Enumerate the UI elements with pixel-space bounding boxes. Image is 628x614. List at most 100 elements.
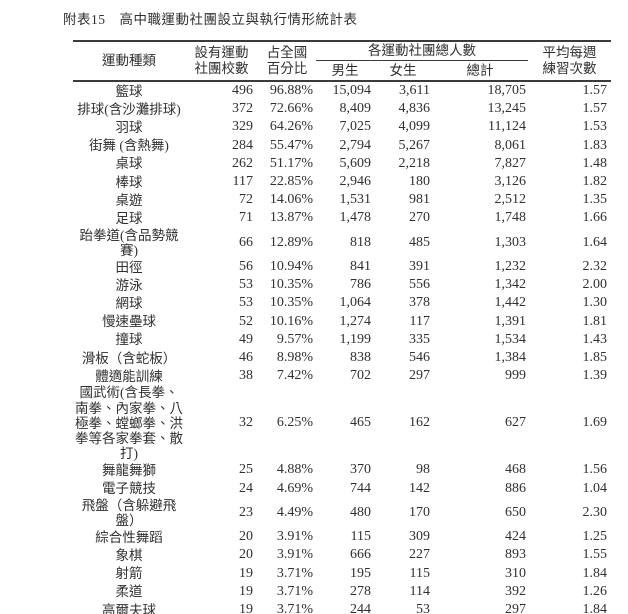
practice-freq-cell: 1.82 xyxy=(582,174,608,190)
table-row: 籃球 496 96.88% 15,094 3,611 18,705 1.57 xyxy=(73,81,611,100)
percentage-cell: 12.89% xyxy=(269,234,313,250)
total-count-cell: 8,061 xyxy=(494,137,527,153)
table-row: 慢速壘球 52 10.16% 1,274 117 1,391 1.81 xyxy=(73,313,611,331)
schools-count-cell: 496 xyxy=(232,83,253,98)
schools-count-cell: 32 xyxy=(239,415,253,431)
header-sport-type: 運動種類 xyxy=(73,41,185,82)
schools-count-cell: 53 xyxy=(239,277,253,293)
percentage-cell: 9.57% xyxy=(276,331,313,347)
percentage-cell: 72.66% xyxy=(269,101,313,117)
percentage-cell: 7.42% xyxy=(276,368,313,384)
male-count-cell: 465 xyxy=(350,415,371,431)
sport-name-cell: 羽球 xyxy=(115,119,143,135)
total-count-cell: 3,126 xyxy=(494,174,527,190)
header-national-percentage: 占全國 百分比 xyxy=(258,41,316,82)
table-row: 飛盤（含躲避飛 盤） 23 4.49% 480 170 650 2.30 xyxy=(73,498,611,528)
schools-count-cell: 53 xyxy=(239,295,253,311)
practice-freq-cell: 1.26 xyxy=(582,583,608,599)
total-count-cell: 18,705 xyxy=(487,83,527,98)
schools-count-cell: 20 xyxy=(239,529,253,545)
schools-count-cell: 284 xyxy=(232,137,253,153)
table-row: 棒球 117 22.85% 2,946 180 3,126 1.82 xyxy=(73,173,611,191)
total-count-cell: 1,534 xyxy=(494,331,527,347)
sport-name-cell: 街舞 (含熱舞) xyxy=(89,138,169,154)
header-school-count: 設有運動 社團校數 xyxy=(185,41,258,82)
practice-freq-cell: 2.32 xyxy=(582,259,608,275)
table-row: 綜合性舞蹈 20 3.91% 115 309 424 1.25 xyxy=(73,528,611,546)
male-count-cell: 1,064 xyxy=(339,295,372,311)
practice-freq-cell: 1.04 xyxy=(582,480,608,496)
male-count-cell: 115 xyxy=(350,529,371,545)
sport-name-cell: 桌球 xyxy=(115,156,143,172)
practice-freq-cell: 1.83 xyxy=(582,137,608,153)
table-row: 羽球 329 64.26% 7,025 4,099 11,124 1.53 xyxy=(73,118,611,136)
total-count-cell: 297 xyxy=(505,602,526,614)
female-count-cell: 378 xyxy=(409,295,430,311)
sport-name-cell: 桌遊 xyxy=(115,192,143,208)
header-members-group: 各運動社團總人數 xyxy=(316,41,528,61)
header-row-sub: 男生 女生 總計 xyxy=(73,60,611,82)
percentage-cell: 55.47% xyxy=(269,137,313,153)
sport-name-cell: 射箭 xyxy=(115,566,143,582)
sport-name-cell: 柔道 xyxy=(115,584,143,600)
sport-name-cell: 象棋 xyxy=(115,547,143,563)
table-row: 排球(含沙灘排球) 372 72.66% 8,409 4,836 13,245 1.57 xyxy=(73,100,611,118)
table-row: 高爾夫球 19 3.71% 244 53 297 1.84 xyxy=(73,601,611,614)
male-count-cell: 7,025 xyxy=(339,119,372,135)
sport-name-cell: 籃球 xyxy=(115,83,143,99)
schools-count-cell: 38 xyxy=(239,368,253,384)
sport-name-cell: 高爾夫球 xyxy=(102,602,156,614)
male-count-cell: 278 xyxy=(350,583,371,599)
female-count-cell: 115 xyxy=(409,565,430,581)
practice-freq-cell: 1.35 xyxy=(582,192,608,208)
schools-count-cell: 52 xyxy=(239,313,253,329)
practice-freq-cell: 1.39 xyxy=(582,368,608,384)
table-row: 象棋 20 3.91% 666 227 893 1.55 xyxy=(73,546,611,564)
male-count-cell: 2,946 xyxy=(339,174,372,190)
male-count-cell: 5,609 xyxy=(339,155,372,171)
schools-count-cell: 49 xyxy=(239,331,253,347)
male-count-cell: 244 xyxy=(350,602,371,614)
practice-freq-cell: 1.55 xyxy=(582,547,608,563)
schools-count-cell: 19 xyxy=(239,602,253,614)
schools-count-cell: 20 xyxy=(239,547,253,563)
header-weekly-practice: 平均每週 練習次數 xyxy=(528,41,611,82)
table-row: 撞球 49 9.57% 1,199 335 1,534 1.43 xyxy=(73,331,611,349)
practice-freq-cell: 1.69 xyxy=(582,415,608,431)
female-count-cell: 335 xyxy=(409,331,430,347)
header-female: 女生 xyxy=(374,60,432,82)
practice-freq-cell: 1.84 xyxy=(582,565,608,581)
percentage-cell: 10.94% xyxy=(269,259,313,275)
male-count-cell: 370 xyxy=(350,462,371,478)
sport-name-cell: 排球(含沙灘排球) xyxy=(77,101,181,117)
sport-name-cell: 滑板（含蛇板） xyxy=(81,350,177,366)
practice-freq-cell: 2.30 xyxy=(582,504,608,520)
percentage-cell: 3.71% xyxy=(276,565,313,581)
female-count-cell: 270 xyxy=(409,210,430,226)
total-count-cell: 310 xyxy=(505,565,526,581)
schools-count-cell: 56 xyxy=(239,259,253,275)
percentage-cell: 10.35% xyxy=(269,295,313,311)
schools-count-cell: 372 xyxy=(232,101,253,117)
total-count-cell: 2,512 xyxy=(494,192,527,208)
female-count-cell: 142 xyxy=(409,480,430,496)
male-count-cell: 15,094 xyxy=(332,83,372,98)
schools-count-cell: 71 xyxy=(239,210,253,226)
female-count-cell: 4,836 xyxy=(398,101,431,117)
sport-name-cell: 舞龍舞獅 xyxy=(102,462,156,478)
header-row-top: 運動種類 設有運動 社團校數 占全國 百分比 各運動社團總人數 平均每週 練習次… xyxy=(73,41,611,82)
total-count-cell: 1,442 xyxy=(494,295,527,311)
total-count-cell: 11,124 xyxy=(488,119,526,135)
female-count-cell: 3,611 xyxy=(399,83,430,98)
schools-count-cell: 72 xyxy=(239,192,253,208)
percentage-cell: 4.49% xyxy=(276,504,313,520)
schools-count-cell: 46 xyxy=(239,350,253,366)
total-count-cell: 468 xyxy=(505,462,526,478)
male-count-cell: 744 xyxy=(350,480,371,496)
sport-name-cell: 田徑 xyxy=(115,259,143,275)
percentage-cell: 96.88% xyxy=(269,83,313,98)
male-count-cell: 8,409 xyxy=(339,101,372,117)
female-count-cell: 2,218 xyxy=(398,155,431,171)
total-count-cell: 1,748 xyxy=(494,210,527,226)
